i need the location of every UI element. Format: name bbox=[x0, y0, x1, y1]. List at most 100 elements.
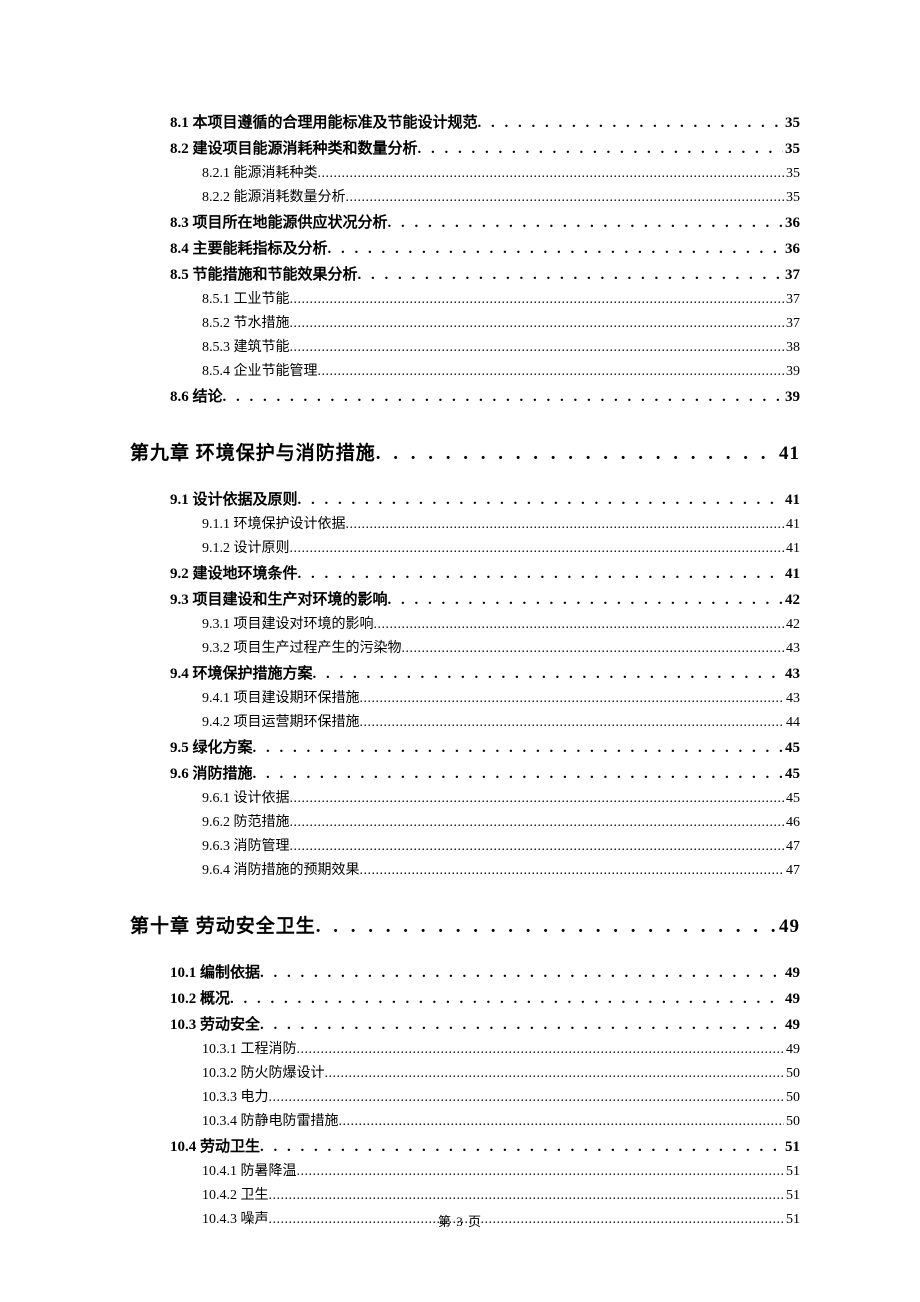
toc-leader-dots bbox=[223, 384, 783, 410]
toc-entry-page: 47 bbox=[784, 835, 800, 859]
toc-entry: 8.5.2 节水措施 37 bbox=[202, 312, 800, 336]
toc-entry-page: 37 bbox=[784, 312, 800, 336]
toc-entry-title: 8.5 节能措施和节能效果分析 bbox=[170, 262, 358, 288]
toc-entry-page: 43 bbox=[783, 661, 800, 687]
toc-entry: 9.6.3 消防管理47 bbox=[202, 835, 800, 859]
toc-entry-page: 45 bbox=[783, 735, 800, 761]
toc-leader-dots bbox=[290, 336, 785, 360]
toc-entry-title: 9.2 建设地环境条件 bbox=[170, 561, 298, 587]
toc-leader-dots bbox=[298, 487, 783, 513]
toc-entry-page: 37 bbox=[783, 262, 800, 288]
toc-entry-title: 8.5.1 工业节能 bbox=[202, 288, 290, 312]
toc-entry: 9.2 建设地环境条件 41 bbox=[170, 561, 800, 587]
toc-leader-dots bbox=[316, 916, 777, 938]
toc-entry-title: 8.2 建设项目能源消耗种类和数量分析 bbox=[170, 136, 418, 162]
toc-leader-dots bbox=[260, 960, 783, 986]
toc-entry-title: 10.2 概况 bbox=[170, 986, 230, 1012]
toc-entry: 8.6 结论 39 bbox=[170, 384, 800, 410]
toc-entry: 8.1 本项目遵循的合理用能标准及节能设计规范 35 bbox=[170, 110, 800, 136]
toc-entry-title: 9.1.2 设计原则 bbox=[202, 537, 290, 561]
toc-entry-title: 9.4.1 项目建设期环保措施 bbox=[202, 687, 360, 711]
toc-entry: 9.6.1 设计依据45 bbox=[202, 787, 800, 811]
toc-entry-title: 8.5.2 节水措施 bbox=[202, 312, 290, 336]
toc-entry-page: 41 bbox=[783, 561, 800, 587]
toc-entry: 10.4 劳动卫生 51 bbox=[170, 1134, 800, 1160]
toc-leader-dots bbox=[313, 661, 783, 687]
toc-entry: 9.1.2 设计原则 41 bbox=[202, 537, 800, 561]
toc-entry: 10.4.2 卫生51 bbox=[202, 1184, 800, 1208]
toc-entry-title: 9.6.4 消防措施的预期效果 bbox=[202, 859, 360, 883]
toc-leader-dots bbox=[328, 236, 783, 262]
toc-container: 8.1 本项目遵循的合理用能标准及节能设计规范 35 8.2 建设项目能源消耗种类和… bbox=[130, 110, 800, 1232]
toc-leader-dots bbox=[478, 110, 783, 136]
toc-entry-page: 51 bbox=[783, 1134, 800, 1160]
toc-entry: 8.5.1 工业节能37 bbox=[202, 288, 800, 312]
toc-entry-title: 第九章 环境保护与消防措施 bbox=[130, 438, 376, 465]
toc-entry-page: 49 bbox=[777, 916, 800, 938]
toc-leader-dots bbox=[346, 186, 785, 210]
toc-entry: 10.3.2 防火防爆设计50 bbox=[202, 1062, 800, 1086]
toc-entry-page: 35 bbox=[783, 110, 800, 136]
toc-entry: 8.3 项目所在地能源供应状况分析36 bbox=[170, 210, 800, 236]
toc-leader-dots bbox=[230, 986, 783, 1012]
toc-entry-page: 41 bbox=[777, 443, 800, 465]
toc-entry: 9.3 项目建设和生产对环境的影响 42 bbox=[170, 587, 800, 613]
page-footer: 第 3 页 bbox=[0, 1211, 920, 1230]
toc-leader-dots bbox=[374, 613, 785, 637]
toc-entry-page: 39 bbox=[783, 384, 800, 410]
toc-entry-title: 9.1.1 环境保护设计依据 bbox=[202, 513, 346, 537]
toc-entry-title: 10.4 劳动卫生 bbox=[170, 1134, 260, 1160]
toc-entry-title: 10.3.1 工程消防 bbox=[202, 1038, 297, 1062]
toc-entry: 10.3.4 防静电防雷措施50 bbox=[202, 1110, 800, 1134]
toc-entry: 第九章 环境保护与消防措施 41 bbox=[130, 438, 800, 465]
toc-entry-page: 42 bbox=[783, 587, 800, 613]
toc-entry: 9.3.2 项目生产过程产生的污染物43 bbox=[202, 637, 800, 661]
toc-entry: 第十章 劳动安全卫生 49 bbox=[130, 911, 800, 938]
toc-entry-title: 8.1 本项目遵循的合理用能标准及节能设计规范 bbox=[170, 110, 478, 136]
toc-entry-title: 10.3.4 防静电防雷措施 bbox=[202, 1110, 339, 1134]
toc-entry-page: 49 bbox=[784, 1038, 800, 1062]
toc-entry-title: 10.3.3 电力 bbox=[202, 1086, 269, 1110]
toc-entry: 10.3 劳动安全49 bbox=[170, 1012, 800, 1038]
toc-leader-dots bbox=[253, 735, 783, 761]
toc-entry-title: 10.4.1 防暑降温 bbox=[202, 1160, 297, 1184]
toc-entry: 10.3.3 电力50 bbox=[202, 1086, 800, 1110]
toc-entry-title: 第十章 劳动安全卫生 bbox=[130, 911, 316, 938]
toc-entry: 8.5 节能措施和节能效果分析 37 bbox=[170, 262, 800, 288]
toc-entry-page: 49 bbox=[783, 960, 800, 986]
toc-entry-page: 39 bbox=[784, 360, 800, 384]
toc-entry-title: 9.6 消防措施 bbox=[170, 761, 253, 787]
toc-leader-dots bbox=[318, 360, 785, 384]
toc-entry: 10.2 概况 49 bbox=[170, 986, 800, 1012]
toc-entry-title: 10.1 编制依据 bbox=[170, 960, 260, 986]
toc-leader-dots bbox=[418, 136, 783, 162]
toc-leader-dots bbox=[290, 537, 785, 561]
toc-page: 8.1 本项目遵循的合理用能标准及节能设计规范 35 8.2 建设项目能源消耗种类和… bbox=[0, 0, 920, 1282]
toc-entry: 8.5.3 建筑节能38 bbox=[202, 336, 800, 360]
toc-entry: 9.1 设计依据及原则 41 bbox=[170, 487, 800, 513]
toc-entry: 10.3.1 工程消防 49 bbox=[202, 1038, 800, 1062]
toc-entry-page: 43 bbox=[784, 687, 800, 711]
toc-entry: 10.1 编制依据 49 bbox=[170, 960, 800, 986]
toc-leader-dots bbox=[253, 761, 783, 787]
toc-entry-page: 41 bbox=[784, 537, 800, 561]
toc-entry-title: 8.6 结论 bbox=[170, 384, 223, 410]
toc-entry-page: 47 bbox=[784, 859, 800, 883]
toc-entry-page: 51 bbox=[784, 1184, 800, 1208]
toc-entry-page: 49 bbox=[783, 986, 800, 1012]
toc-entry-title: 9.6.2 防范措施 bbox=[202, 811, 290, 835]
toc-entry: 9.4.1 项目建设期环保措施 43 bbox=[202, 687, 800, 711]
toc-entry-title: 8.5.4 企业节能管理 bbox=[202, 360, 318, 384]
toc-entry-title: 9.3.1 项目建设对环境的影响 bbox=[202, 613, 374, 637]
toc-leader-dots bbox=[290, 312, 785, 336]
toc-entry-page: 41 bbox=[783, 487, 800, 513]
toc-leader-dots bbox=[346, 513, 785, 537]
toc-entry-page: 35 bbox=[784, 162, 800, 186]
toc-entry-title: 9.1 设计依据及原则 bbox=[170, 487, 298, 513]
toc-leader-dots bbox=[260, 1134, 783, 1160]
toc-entry-title: 9.3 项目建设和生产对环境的影响 bbox=[170, 587, 388, 613]
toc-leader-dots bbox=[388, 587, 783, 613]
toc-entry-title: 8.2.1 能源消耗种类 bbox=[202, 162, 318, 186]
toc-leader-dots bbox=[360, 687, 785, 711]
toc-entry-page: 35 bbox=[784, 186, 800, 210]
